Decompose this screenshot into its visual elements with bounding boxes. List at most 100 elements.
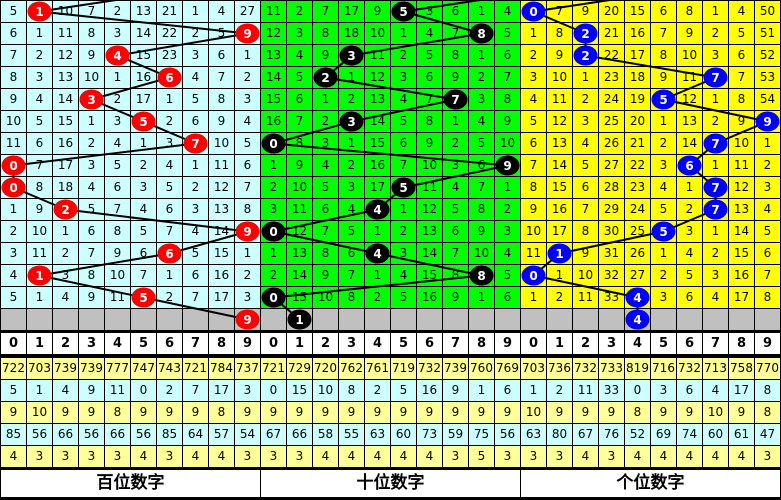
grid-cell: 2 — [703, 111, 728, 132]
grid-cell: 8 — [547, 23, 572, 44]
grid-cell: 11 — [521, 243, 546, 264]
grid-cell: 5 — [131, 221, 156, 242]
trend-segment — [273, 142, 508, 167]
grid-cell: 1 — [313, 89, 338, 110]
draw-ball: 1 — [27, 1, 52, 22]
stat-cell: 59 — [443, 424, 468, 445]
stat-cell: 8 — [755, 402, 780, 423]
draw-ball: 0 — [521, 265, 546, 286]
draw-ball: 6 — [677, 155, 702, 176]
grid-cell: 15 — [261, 89, 286, 110]
stat-cell: 17 — [209, 380, 234, 401]
stat-cell: 4 — [573, 446, 598, 467]
pending-cell — [261, 309, 286, 330]
stat-cell: 60 — [703, 424, 728, 445]
grid-cell: 6 — [183, 265, 208, 286]
stat-cell: 4 — [703, 446, 728, 467]
stat-cell: 8 — [625, 402, 650, 423]
header-digit: 0 — [1, 333, 26, 354]
grid-cell: 2 — [443, 133, 468, 154]
ball-digit: 9 — [503, 159, 511, 173]
grid-cell: 1 — [573, 67, 598, 88]
grid-cell: 7 — [1, 45, 26, 66]
stat-cell: 76 — [599, 424, 624, 445]
grid-cell: 10 — [105, 265, 130, 286]
grid-cell: 4 — [339, 199, 364, 220]
ball-digit: 4 — [633, 291, 641, 305]
stat-cell: 721 — [261, 358, 286, 379]
ball-digit: 7 — [451, 93, 459, 107]
stat-cell: 747 — [131, 358, 156, 379]
grid-cell: 11 — [27, 243, 52, 264]
grid-cell: 2 — [261, 265, 286, 286]
grid-cell: 6 — [443, 221, 468, 242]
stat-cell: 8 — [209, 402, 234, 423]
grid-cell: 14 — [547, 155, 572, 176]
grid-cell: 5 — [27, 111, 52, 132]
header-digit: 2 — [53, 333, 78, 354]
grid-cell: 10 — [729, 133, 754, 154]
draw-ball: 4 — [625, 287, 650, 308]
draw-ball: 0 — [1, 155, 26, 176]
pending-cell — [755, 309, 780, 330]
pending-cell — [105, 309, 130, 330]
grid-cell: 1 — [703, 89, 728, 110]
grid-cell: 4 — [53, 287, 78, 308]
grid-cell: 3 — [339, 177, 364, 198]
grid-cell: 11 — [547, 89, 572, 110]
stat-cell: 733 — [599, 358, 624, 379]
ball-digit: 6 — [165, 71, 173, 85]
stat-cell: 3 — [495, 446, 520, 467]
grid-cell: 9 — [417, 133, 442, 154]
grid-cell: 9 — [729, 111, 754, 132]
grid-cell: 9 — [79, 287, 104, 308]
draw-ball: 7 — [703, 199, 728, 220]
grid-cell: 10 — [573, 265, 598, 286]
trend-segment — [91, 76, 170, 101]
draw-ball: 3 — [339, 111, 364, 132]
grid-cell: 17 — [209, 287, 234, 308]
grid-cell: 12 — [729, 177, 754, 198]
draw-ball: 6 — [157, 243, 182, 264]
stat-cell: 722 — [1, 358, 26, 379]
grid-cell: 8 — [521, 177, 546, 198]
grid-cell: 1 — [365, 221, 390, 242]
stat-cell: 739 — [53, 358, 78, 379]
stat-cell: 8 — [105, 402, 130, 423]
grid-cell: 7 — [27, 155, 52, 176]
header-digit: 3 — [599, 333, 624, 354]
grid-cell: 1 — [365, 265, 390, 286]
grid-cell: 13 — [677, 111, 702, 132]
grid-cell: 8 — [573, 221, 598, 242]
trend-segment — [39, 274, 144, 299]
grid-cell: 9 — [27, 199, 52, 220]
draw-ball: 0 — [261, 287, 286, 308]
stat-cell: 8 — [339, 380, 364, 401]
grid-cell: 21 — [599, 23, 624, 44]
stat-cell: 9 — [469, 402, 494, 423]
grid-cell: 2 — [547, 287, 572, 308]
grid-cell: 9 — [313, 45, 338, 66]
grid-cell: 6 — [157, 199, 182, 220]
stat-cell: 64 — [183, 424, 208, 445]
grid-cell: 18 — [625, 67, 650, 88]
grid-cell: 22 — [625, 155, 650, 176]
stat-cell: 15 — [287, 380, 312, 401]
grid-cell: 10 — [79, 67, 104, 88]
stat-cell: 777 — [105, 358, 130, 379]
header-digit: 4 — [365, 333, 390, 354]
trend-segment — [377, 252, 482, 277]
stat-cell: 63 — [521, 424, 546, 445]
stat-cell: 56 — [495, 424, 520, 445]
grid-cell: 27 — [235, 1, 260, 22]
grid-cell: 10 — [287, 177, 312, 198]
stat-cell: 4 — [417, 446, 442, 467]
stat-cell: 761 — [365, 358, 390, 379]
draw-ball: 4 — [365, 199, 390, 220]
grid-cell: 10 — [495, 133, 520, 154]
grid-cell: 3 — [183, 199, 208, 220]
stat-cell: 85 — [1, 424, 26, 445]
draw-ball: 6 — [157, 67, 182, 88]
grid-cell: 4 — [443, 177, 468, 198]
